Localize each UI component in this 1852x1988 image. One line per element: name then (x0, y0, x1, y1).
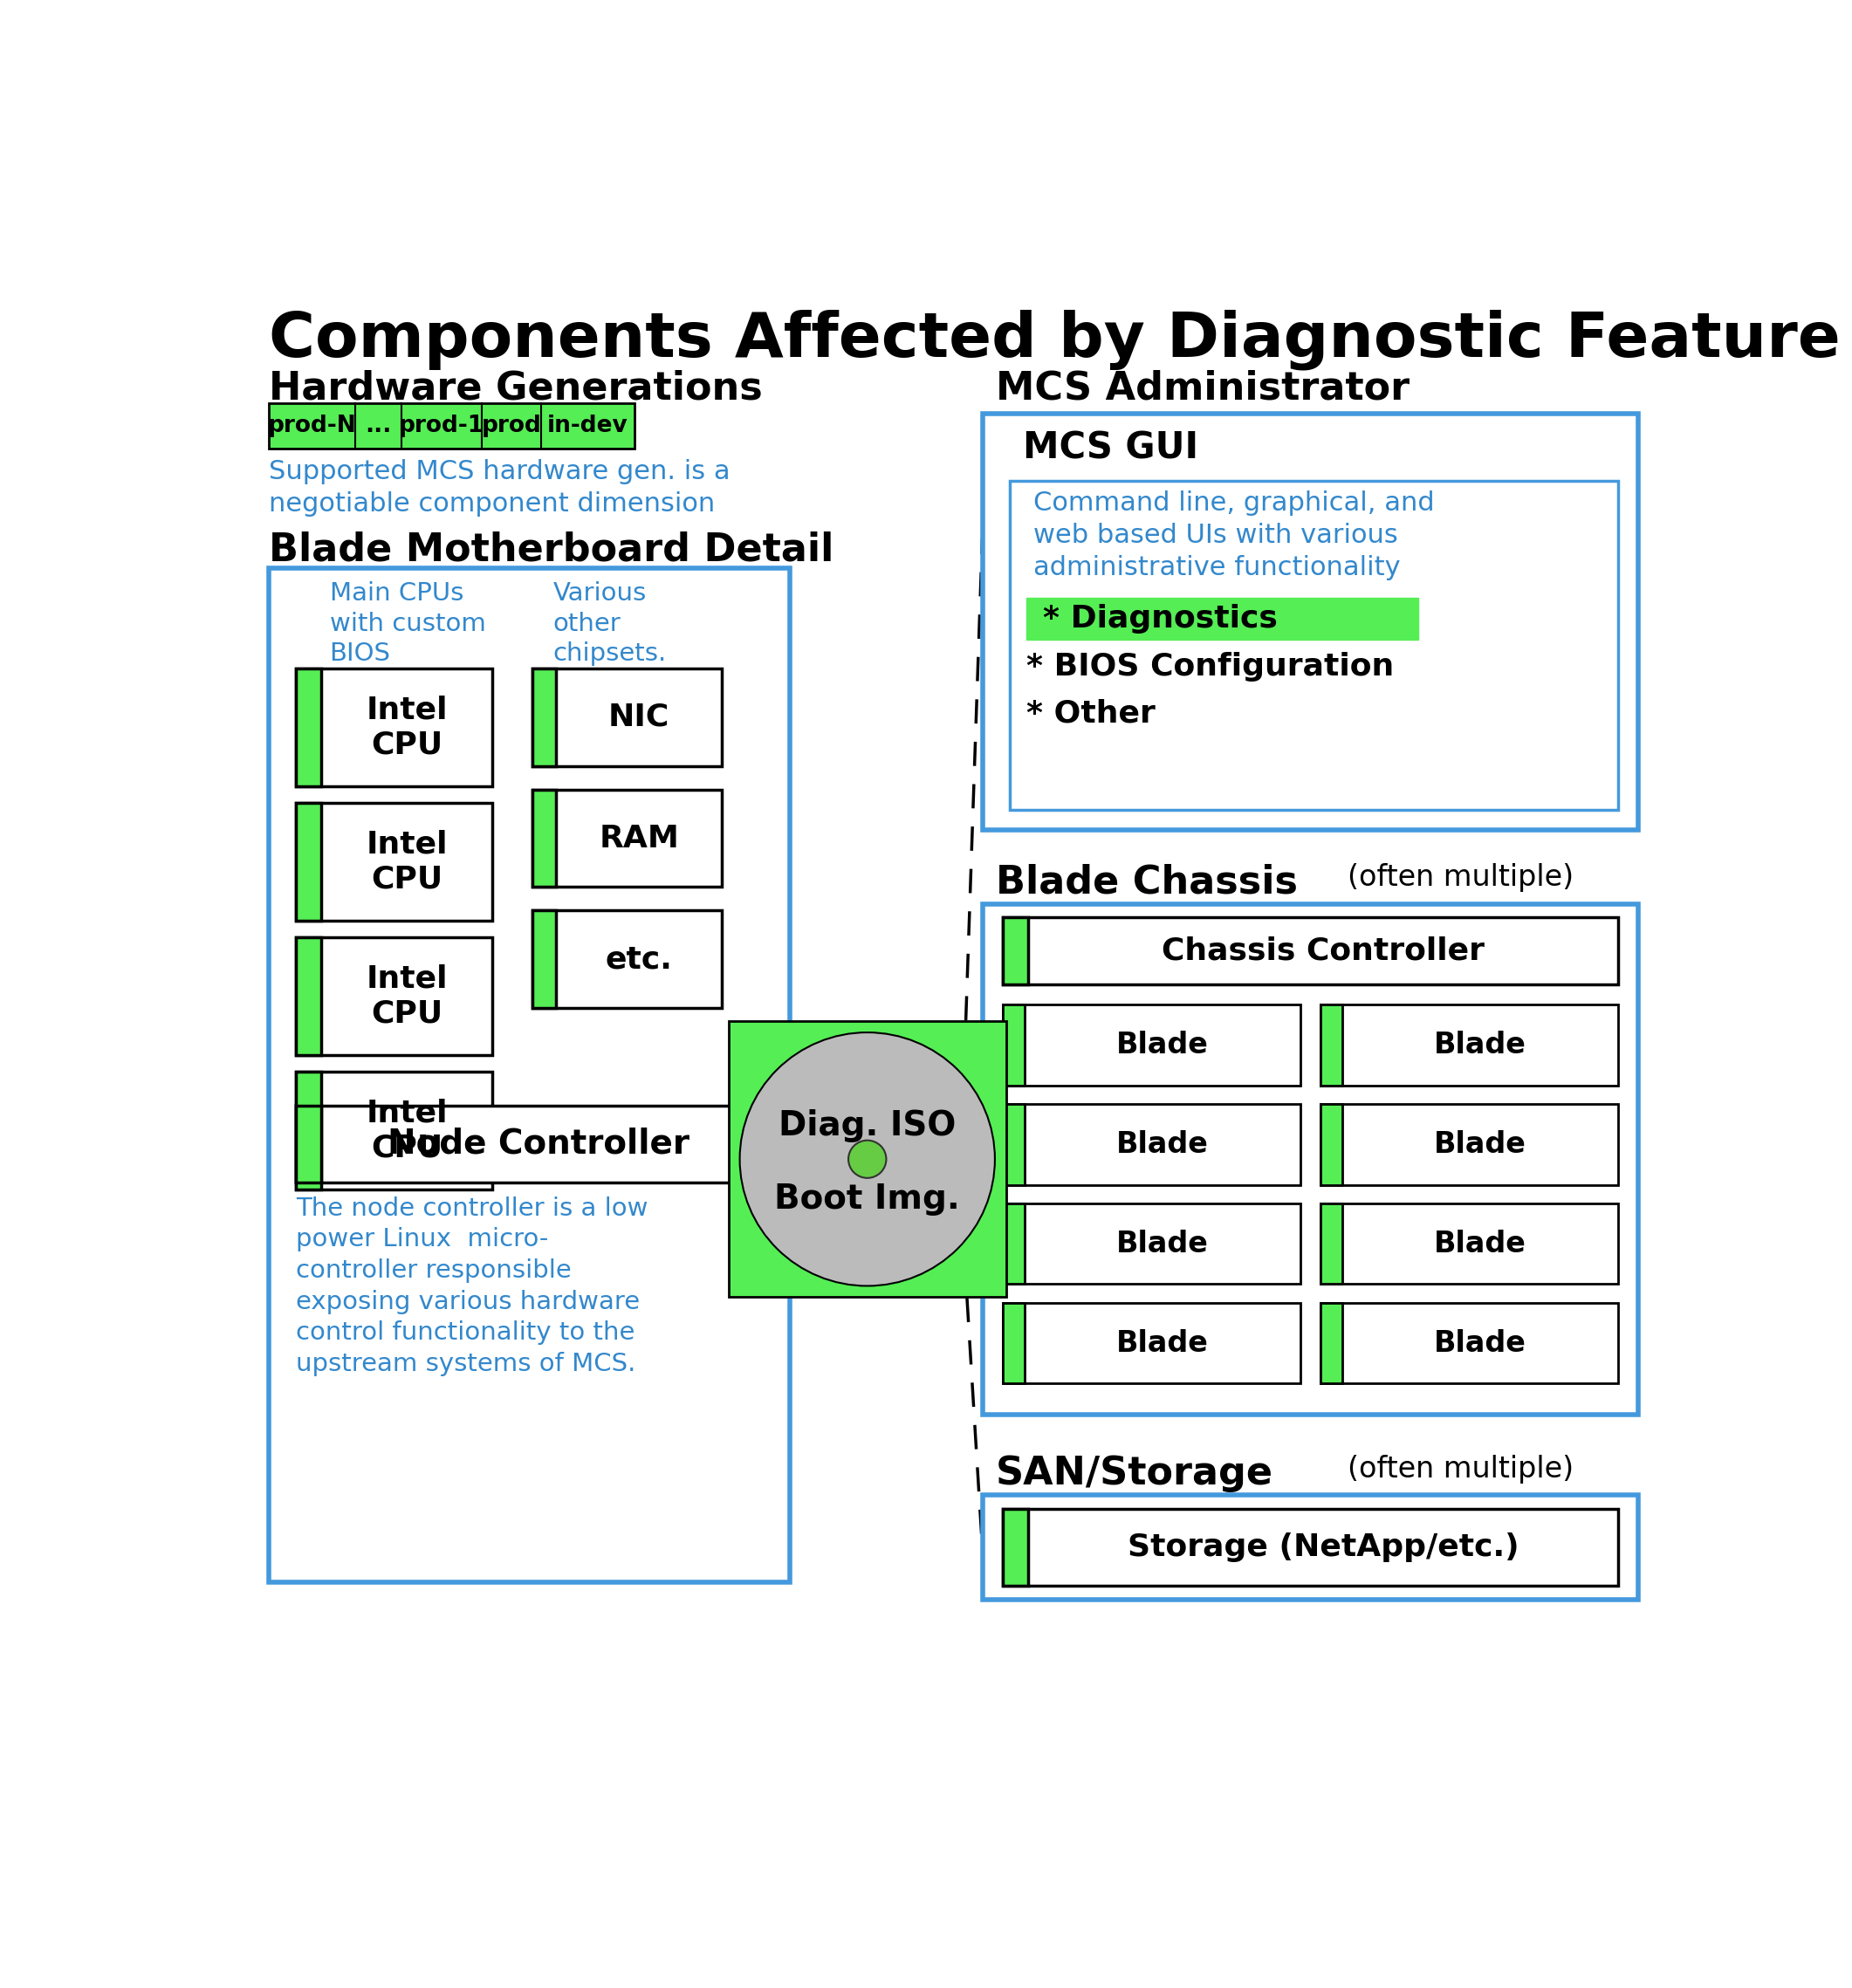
Text: NIC: NIC (607, 702, 670, 732)
Text: Storage (NetApp/etc.): Storage (NetApp/etc.) (1128, 1533, 1519, 1563)
Bar (296, 668, 322, 785)
Text: Chassis Controller: Chassis Controller (1161, 936, 1485, 966)
Bar (1320, 1203, 1343, 1284)
Text: ...: ... (365, 415, 393, 437)
Bar (1320, 1103, 1619, 1185)
Bar (1320, 1004, 1343, 1085)
Bar (1002, 916, 1619, 984)
Text: prod: prod (482, 415, 541, 437)
Text: Blade Motherboard Detail: Blade Motherboard Detail (269, 531, 833, 569)
Text: Diag. ISO: Diag. ISO (778, 1109, 956, 1143)
Text: The node controller is a low
power Linux  micro-
controller responsible
exposing: The node controller is a low power Linux… (296, 1197, 648, 1376)
Bar (533, 668, 556, 765)
Text: Blade: Blade (1433, 1030, 1526, 1060)
Circle shape (739, 1032, 995, 1286)
Text: Blade: Blade (1117, 1030, 1208, 1060)
Text: Node Controller: Node Controller (387, 1127, 689, 1161)
Text: (often multiple): (often multiple) (1348, 1455, 1574, 1483)
Bar (269, 404, 635, 449)
Bar (1002, 1103, 1024, 1185)
Bar (1320, 1004, 1619, 1085)
Bar (982, 1495, 1639, 1598)
Bar (296, 803, 322, 920)
Bar (296, 668, 493, 785)
Bar (982, 414, 1639, 829)
Text: Blade: Blade (1433, 1328, 1526, 1358)
Text: Intel
CPU: Intel CPU (367, 1099, 448, 1163)
Text: Command line, graphical, and
web based UIs with various
administrative functiona: Command line, graphical, and web based U… (1033, 491, 1433, 580)
Bar (728, 1022, 1006, 1296)
Text: * BIOS Configuration: * BIOS Configuration (1026, 652, 1395, 682)
Bar (533, 789, 722, 887)
Text: Intel
CPU: Intel CPU (367, 829, 448, 895)
Bar (296, 1072, 322, 1189)
Bar (1320, 1302, 1619, 1384)
Bar (1002, 1509, 1619, 1586)
Text: RAM: RAM (598, 823, 680, 853)
Text: MCS Administrator: MCS Administrator (996, 370, 1409, 408)
Bar (1002, 1302, 1024, 1384)
Bar (1002, 916, 1028, 984)
Text: Blade: Blade (1433, 1129, 1526, 1159)
Text: Hardware Generations: Hardware Generations (269, 370, 763, 408)
Bar (533, 668, 722, 765)
Bar (1002, 1004, 1024, 1085)
Text: prod-N: prod-N (269, 415, 356, 437)
Text: Blade: Blade (1433, 1229, 1526, 1258)
Text: Blade Chassis: Blade Chassis (996, 863, 1298, 901)
Bar (1002, 1103, 1300, 1185)
Text: Components Affected by Diagnostic Feature Set: Components Affected by Diagnostic Featur… (269, 308, 1852, 370)
Bar (296, 938, 322, 1056)
Text: prod-1: prod-1 (398, 415, 485, 437)
Bar (1026, 598, 1419, 640)
Text: Boot Img.: Boot Img. (774, 1183, 959, 1217)
Bar (296, 1105, 322, 1183)
Bar (1320, 1302, 1343, 1384)
Bar (1002, 1203, 1300, 1284)
Circle shape (848, 1141, 887, 1179)
Text: Supported MCS hardware gen. is a
negotiable component dimension: Supported MCS hardware gen. is a negotia… (269, 459, 730, 517)
Text: Blade: Blade (1117, 1129, 1208, 1159)
Bar (1009, 481, 1619, 809)
Bar (1002, 1509, 1028, 1586)
Bar (269, 569, 789, 1582)
Text: Intel
CPU: Intel CPU (367, 696, 448, 759)
Bar (533, 911, 556, 1008)
Text: Main CPUs
with custom
BIOS: Main CPUs with custom BIOS (330, 580, 485, 666)
Bar (1002, 1302, 1300, 1384)
Bar (1002, 1203, 1024, 1284)
Text: Blade: Blade (1117, 1229, 1208, 1258)
Text: SAN/Storage: SAN/Storage (996, 1455, 1274, 1493)
Text: etc.: etc. (606, 944, 672, 974)
Bar (533, 911, 722, 1008)
Bar (296, 803, 493, 920)
Text: Various
other
chipsets.: Various other chipsets. (552, 580, 667, 666)
Bar (1320, 1203, 1619, 1284)
Bar (1002, 1004, 1300, 1085)
Bar (1320, 1103, 1343, 1185)
Text: MCS GUI: MCS GUI (1022, 429, 1198, 467)
Bar (533, 789, 556, 887)
Text: Blade: Blade (1117, 1328, 1208, 1358)
Text: Intel
CPU: Intel CPU (367, 964, 448, 1028)
Text: * Other: * Other (1026, 700, 1156, 728)
Bar (296, 1105, 756, 1183)
Text: (often multiple): (often multiple) (1348, 863, 1574, 893)
Text: * Diagnostics: * Diagnostics (1043, 604, 1278, 634)
Bar (296, 1072, 493, 1189)
Text: in-dev: in-dev (546, 415, 628, 437)
Bar (296, 938, 493, 1056)
Bar (982, 905, 1639, 1415)
